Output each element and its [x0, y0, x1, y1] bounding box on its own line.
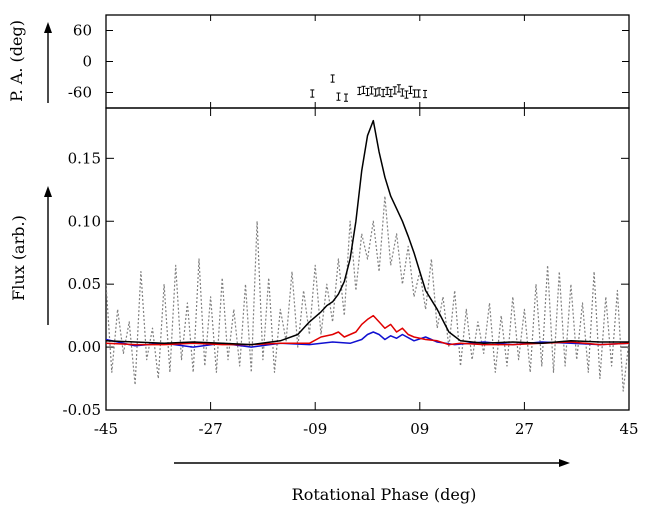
top-y-tick-label: -60 [68, 84, 92, 102]
top-y-tick-label: 60 [73, 22, 92, 40]
x-axis-label: Rotational Phase (deg) [292, 485, 477, 504]
bottom-y-arrow-head [44, 186, 52, 197]
top-y-tick-label: 0 [82, 53, 92, 71]
pa-points [310, 74, 428, 102]
x-tick-label: 09 [410, 420, 429, 438]
top-y-axis-label: P. A. (deg) [7, 20, 26, 102]
top-y-ticks: 60 0 -60 [68, 15, 630, 108]
y-tick-label: 0.15 [68, 149, 101, 167]
y-tick-label: 0.10 [68, 212, 101, 230]
x-arrow-head [559, 459, 570, 467]
series-line-red [106, 314, 629, 346]
x-tick-label: -09 [303, 420, 327, 438]
x-tick-label: 45 [619, 420, 638, 438]
y-tick-label: 0.00 [68, 338, 101, 356]
x-tick-label: -45 [94, 420, 118, 438]
y-tick-label: 0.05 [68, 275, 101, 293]
x-tick-label: 27 [515, 420, 534, 438]
bottom-ticks: 0.15 0.10 0.05 0.00 -0.05-45 -27 -09 09 27 45 [63, 108, 639, 438]
top-y-arrow-head [44, 22, 52, 33]
series-line-grey-dotted [106, 195, 629, 392]
bottom-panel-frame [105, 107, 630, 411]
series-line-black [106, 119, 629, 346]
y-tick-label: -0.05 [63, 401, 101, 419]
x-tick-label: -27 [199, 420, 223, 438]
bottom-y-axis-label: Flux (arb.) [9, 215, 28, 301]
flux-series [106, 119, 629, 392]
